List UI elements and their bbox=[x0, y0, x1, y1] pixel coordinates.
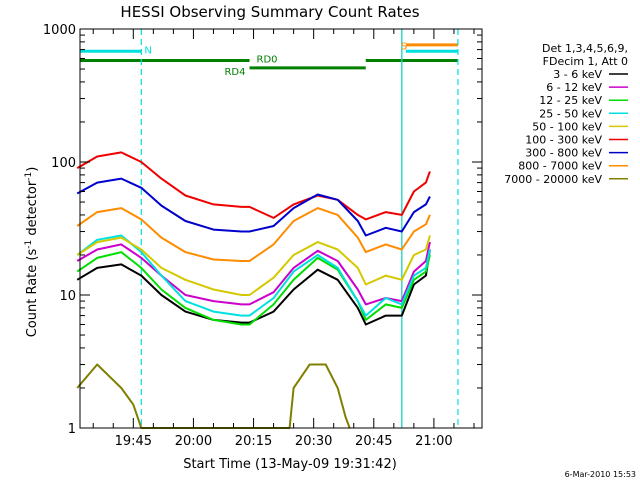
y-axis-label-sup1: -1 bbox=[24, 240, 34, 249]
y-tick-label-2: 100 bbox=[51, 156, 76, 171]
legend: Det 1,3,4,5,6,9, FDecim 1, Att 0 3 - 6 k… bbox=[504, 42, 628, 186]
legend-label-5: 100 - 300 keV bbox=[525, 134, 602, 147]
series-line-5 bbox=[76, 151, 431, 221]
x-tick-label-2: 20:15 bbox=[235, 434, 272, 449]
x-tick-label-4: 20:45 bbox=[355, 434, 392, 449]
series-line-4 bbox=[76, 235, 431, 296]
series-line-1 bbox=[76, 241, 431, 306]
legend-label-7: 800 - 7000 keV bbox=[518, 160, 602, 173]
annotation-1: S bbox=[401, 42, 407, 53]
legend-header-line-2: FDecim 1, Att 0 bbox=[543, 55, 628, 68]
x-tick-label-3: 20:30 bbox=[295, 434, 332, 449]
series-line-0 bbox=[76, 249, 431, 326]
annotation-3: RD4 bbox=[224, 67, 245, 78]
y-axis-label-mid: detector bbox=[25, 180, 40, 240]
y-axis-label-sup2: -1 bbox=[24, 172, 34, 181]
legend-label-2: 12 - 25 keV bbox=[539, 94, 602, 107]
legend-label-4: 50 - 100 keV bbox=[532, 120, 602, 133]
series-line-7 bbox=[76, 207, 431, 262]
legend-label-1: 6 - 12 keV bbox=[546, 81, 602, 94]
chart-title: HESSI Observing Summary Count Rates bbox=[120, 3, 419, 21]
series-line-2 bbox=[76, 251, 431, 326]
x-axis-label: Start Time (13-May-09 19:31:42) bbox=[183, 457, 397, 472]
y-axis-label-end: ) bbox=[25, 167, 40, 172]
series-line-6 bbox=[76, 177, 431, 237]
y-tick-label-3: 1000 bbox=[43, 23, 76, 38]
x-tick-label-0: 19:45 bbox=[115, 434, 152, 449]
y-axis-label-main: Count Rate (s bbox=[25, 249, 40, 338]
y-tick-label-0: 1 bbox=[68, 422, 76, 437]
x-tick-label-1: 20:00 bbox=[175, 434, 212, 449]
axes: 1 10 100 1000 19:45 20:00 20:15 20:30 20:45 21:00 bbox=[43, 23, 483, 449]
legend-label-6: 300 - 800 keV bbox=[525, 147, 602, 160]
legend-header-line-1: Det 1,3,4,5,6,9, bbox=[542, 42, 628, 55]
y-axis-label: Count Rate (s-1 detector-1) bbox=[24, 167, 40, 338]
series-line-8 bbox=[76, 363, 351, 429]
legend-label-8: 7000 - 20000 keV bbox=[504, 173, 602, 186]
x-tick-label-5: 21:00 bbox=[415, 434, 452, 449]
legend-label-3: 25 - 50 keV bbox=[539, 107, 602, 120]
annotation-0: N bbox=[144, 46, 151, 57]
annotation-2: RD0 bbox=[257, 55, 278, 66]
footer-timestamp: 6-Mar-2010 15:53 bbox=[565, 470, 636, 479]
plot-frame bbox=[79, 28, 483, 429]
y-tick-label-1: 10 bbox=[59, 289, 76, 304]
plot-area: N S RD0 RD4 bbox=[76, 29, 459, 429]
legend-label-0: 3 - 6 keV bbox=[553, 68, 602, 81]
series-line-3 bbox=[76, 234, 431, 317]
